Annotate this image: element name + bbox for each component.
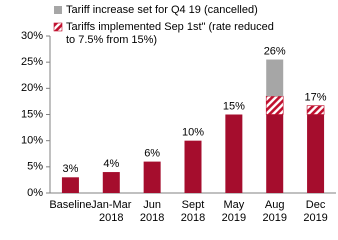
bar-segment — [143, 161, 161, 193]
legend-label: Tariffs implemented Sep 1st" (rate reduc… — [66, 21, 274, 46]
y-tick-label: 30% — [21, 30, 43, 42]
x-tick-label: Jan-Mar 2018 — [91, 199, 132, 224]
y-tick-label: 0% — [27, 187, 43, 199]
x-tick-line: 2018 — [140, 212, 164, 224]
x-tick-line: Jun — [143, 199, 161, 211]
x-tick-label: May 2019 — [222, 199, 246, 224]
bar-segment — [61, 177, 79, 193]
x-tick-label: Jun 2018 — [140, 199, 164, 224]
total-label: 6% — [144, 148, 160, 160]
total-label: 26% — [264, 45, 286, 57]
legend-swatch — [54, 6, 62, 14]
bar-segment — [307, 114, 325, 193]
x-tick-line: Aug — [265, 199, 285, 211]
total-label: 10% — [182, 127, 204, 139]
x-tick-line: Sept — [182, 199, 205, 211]
x-tick-line: Jan-Mar — [91, 199, 132, 211]
y-tick-label: 10% — [21, 135, 43, 147]
x-tick-line: 2018 — [181, 212, 205, 224]
total-label: 3% — [62, 163, 78, 175]
total-label: 17% — [305, 92, 327, 104]
y-tick-label: 5% — [27, 161, 43, 173]
bar-segment — [184, 140, 202, 193]
x-tick-label: Aug 2019 — [262, 199, 286, 224]
bar-segment — [266, 114, 284, 193]
bar-segment — [265, 95, 284, 115]
x-tick-line: Dec — [306, 199, 326, 211]
y-tick-label: 25% — [21, 56, 43, 68]
x-tick-line: 2019 — [303, 212, 327, 224]
x-tick-line: 2019 — [222, 212, 246, 224]
bar-segment — [306, 105, 325, 115]
bar-segment — [225, 114, 243, 193]
legend-line: to 7.5% from 15%) — [66, 34, 157, 46]
total-label: 4% — [103, 158, 119, 170]
total-label: 15% — [223, 100, 245, 112]
x-tick-line: 2018 — [99, 212, 123, 224]
x-tick-line: 2019 — [262, 212, 286, 224]
x-tick-label: Dec 2019 — [303, 199, 327, 224]
y-tick-label: 15% — [21, 108, 43, 120]
y-tick-label: 20% — [21, 82, 43, 94]
bar-segment — [266, 59, 284, 97]
x-tick-label: Baseline — [49, 199, 91, 211]
legend-swatch — [53, 22, 63, 32]
x-tick-line: May — [223, 199, 244, 211]
x-tick-label: Sept 2018 — [181, 199, 205, 224]
bar-segment — [102, 172, 120, 193]
legend-label: Tariff increase set for Q4 19 (cancelled… — [66, 4, 258, 16]
legend-line: Tariffs implemented Sep 1st" (rate reduc… — [66, 21, 274, 33]
